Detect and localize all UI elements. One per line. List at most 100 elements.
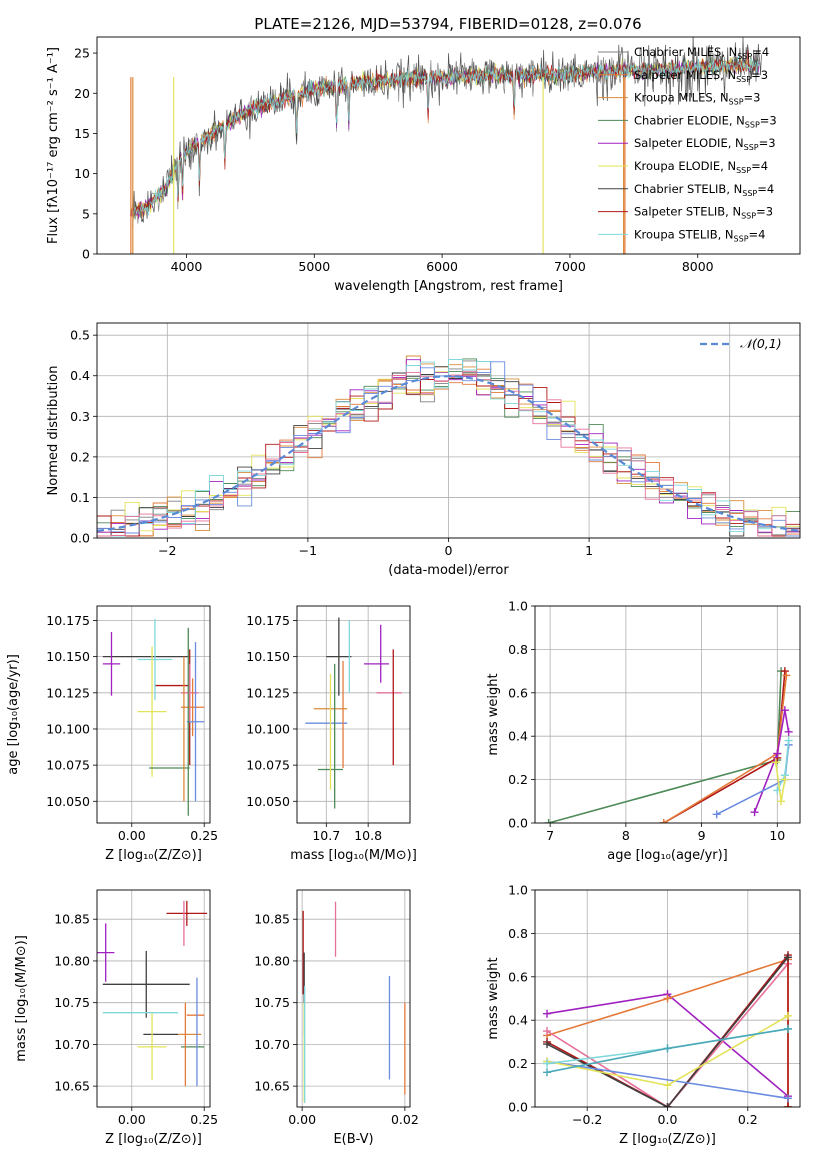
point-marker (750, 808, 759, 817)
point-marker (543, 1009, 552, 1018)
legend-entry: Chabrier STELIB, NSSP=4 (634, 182, 774, 198)
y-axis-label: mass weight (486, 673, 501, 755)
point-marker (663, 1081, 672, 1090)
axes-frame (534, 889, 801, 1108)
point-marker (543, 1068, 552, 1077)
data-point (137, 619, 173, 701)
point-marker (712, 810, 721, 819)
x-tick-label: 8000 (682, 259, 714, 274)
y-axis-label: Normed distribution (46, 366, 61, 496)
x-tick-label: −0.2 (572, 1112, 602, 1127)
legend-entry: Kroupa MILES, NSSP=3 (634, 91, 760, 107)
histogram-series (97, 359, 800, 538)
point-marker (783, 1094, 792, 1103)
legend-entry: 𝒩(0,1) (740, 336, 782, 351)
legend-entry: Salpeter MILES, NSSP=3 (634, 68, 768, 84)
y-tick-label: 10.075 (246, 758, 290, 773)
y-tick-label: 10.75 (254, 995, 290, 1010)
plot-area (305, 617, 402, 809)
y-tick-label: 10.075 (46, 758, 90, 773)
data-point (166, 900, 208, 926)
y-tick-label: 0.0 (70, 531, 90, 546)
point-marker (782, 671, 791, 680)
y-tick-label: 10.175 (46, 613, 90, 628)
plot-area (302, 901, 406, 1103)
y-axis-label: mass [log₁₀(M/M⊙)] (14, 935, 29, 1062)
y-tick-label: 0.4 (70, 368, 90, 383)
legend-entry: Salpeter ELODIE, NSSP=3 (634, 136, 776, 152)
y-tick-label: 20 (74, 86, 90, 101)
plot-area (102, 619, 205, 816)
y-axis-label: age [log₁₀(age/yr)] (6, 654, 21, 775)
x-tick-label: 1 (585, 543, 593, 558)
legend-entry: Chabrier ELODIE, NSSP=3 (634, 113, 777, 129)
x-axis-label: Z [log₁₀(Z/Z⊙)] (105, 848, 202, 863)
mass-weight-line (663, 675, 788, 823)
plot-area (544, 667, 793, 823)
data-point (137, 1013, 167, 1081)
plot-area (97, 355, 800, 538)
x-axis-label: age [log₁₀(age/yr)] (607, 848, 728, 863)
y-tick-label: 10.65 (54, 1079, 90, 1094)
y-tick-label: 15 (74, 126, 90, 141)
point-marker (543, 1040, 552, 1049)
x-tick-label: 10.8 (354, 828, 382, 843)
y-tick-label: 10.75 (54, 995, 90, 1010)
y-tick-label: 0.1 (70, 490, 90, 505)
x-tick-label: 7000 (554, 259, 586, 274)
histogram-series (97, 370, 800, 538)
y-tick-label: 10.125 (246, 685, 290, 700)
y-tick-label: 0.8 (508, 926, 528, 941)
x-axis-label: Z [log₁₀(Z/Z⊙)] (105, 1132, 202, 1147)
y-tick-label: 10 (74, 166, 90, 181)
point-marker (659, 819, 668, 823)
point-marker (784, 736, 793, 745)
x-tick-label: 2 (726, 543, 734, 558)
y-tick-label: 0.4 (508, 729, 528, 744)
point-marker (663, 994, 672, 1003)
mass-weight-vs-Z-panel: −0.2 0.0 0.2 0.0 0.2 0.4 0.6 0.8 1.0 Z [log₁₀(Z/Z… (486, 883, 801, 1147)
y-axis-label: Flux [fλ10⁻¹⁷ erg cm⁻² s⁻¹ A⁻¹] (46, 47, 61, 244)
mass-weight-line (753, 710, 790, 813)
y-tick-label: 0.5 (70, 328, 90, 343)
point-marker (543, 1059, 552, 1068)
x-tick-label: 8 (622, 828, 630, 843)
x-tick-label: 0.02 (391, 1112, 419, 1127)
y-tick-label: 0.2 (508, 772, 528, 787)
y-tick-label: 0.2 (70, 449, 90, 464)
y-tick-label: 10.125 (46, 685, 90, 700)
x-tick-label: 0.00 (288, 1112, 316, 1127)
point-marker (783, 1024, 792, 1033)
x-tick-label: 6000 (426, 259, 458, 274)
mass-weight-line (546, 1060, 789, 1100)
axes-frame (96, 605, 211, 824)
x-tick-label: 9 (698, 828, 706, 843)
data-point (326, 617, 352, 696)
y-tick-label: 10.100 (246, 721, 290, 736)
legend: Chabrier MILES, NSSP=4 Salpeter MILES, NS… (598, 45, 777, 243)
y-tick-label: 10.150 (46, 649, 90, 664)
point-marker (777, 797, 786, 806)
y-tick-label: 0.2 (508, 1056, 528, 1071)
legend-entry: Chabrier MILES, NSSP=4 (634, 45, 769, 61)
mass-weight-line (546, 963, 789, 1107)
point-marker (663, 1103, 672, 1107)
point-marker (663, 1044, 672, 1053)
gridlines (97, 890, 210, 1107)
legend-entry: Salpeter STELIB, NSSP=3 (634, 205, 773, 221)
y-tick-label: 10.100 (46, 721, 90, 736)
y-tick-label: 1.0 (508, 883, 528, 898)
axes-frame (534, 605, 801, 824)
y-tick-label: 25 (74, 46, 90, 61)
spectrum-line (132, 37, 762, 228)
axes-frame (96, 322, 801, 539)
y-tick-label: 10.85 (254, 912, 290, 927)
y-tick-label: 10.80 (254, 953, 290, 968)
data-point (186, 642, 205, 802)
figure-title: PLATE=2126, MJD=53794, FIBERID=0128, z=0… (254, 15, 641, 33)
y-tick-label: 10.150 (246, 649, 290, 664)
y-tick-label: 10.65 (254, 1079, 290, 1094)
mass-vs-Z-panel: 0.00 0.25 10.65 10.70 10.75 10.80 10.85 Z [log₁… (14, 889, 218, 1147)
y-tick-label: 0.0 (508, 1100, 528, 1115)
